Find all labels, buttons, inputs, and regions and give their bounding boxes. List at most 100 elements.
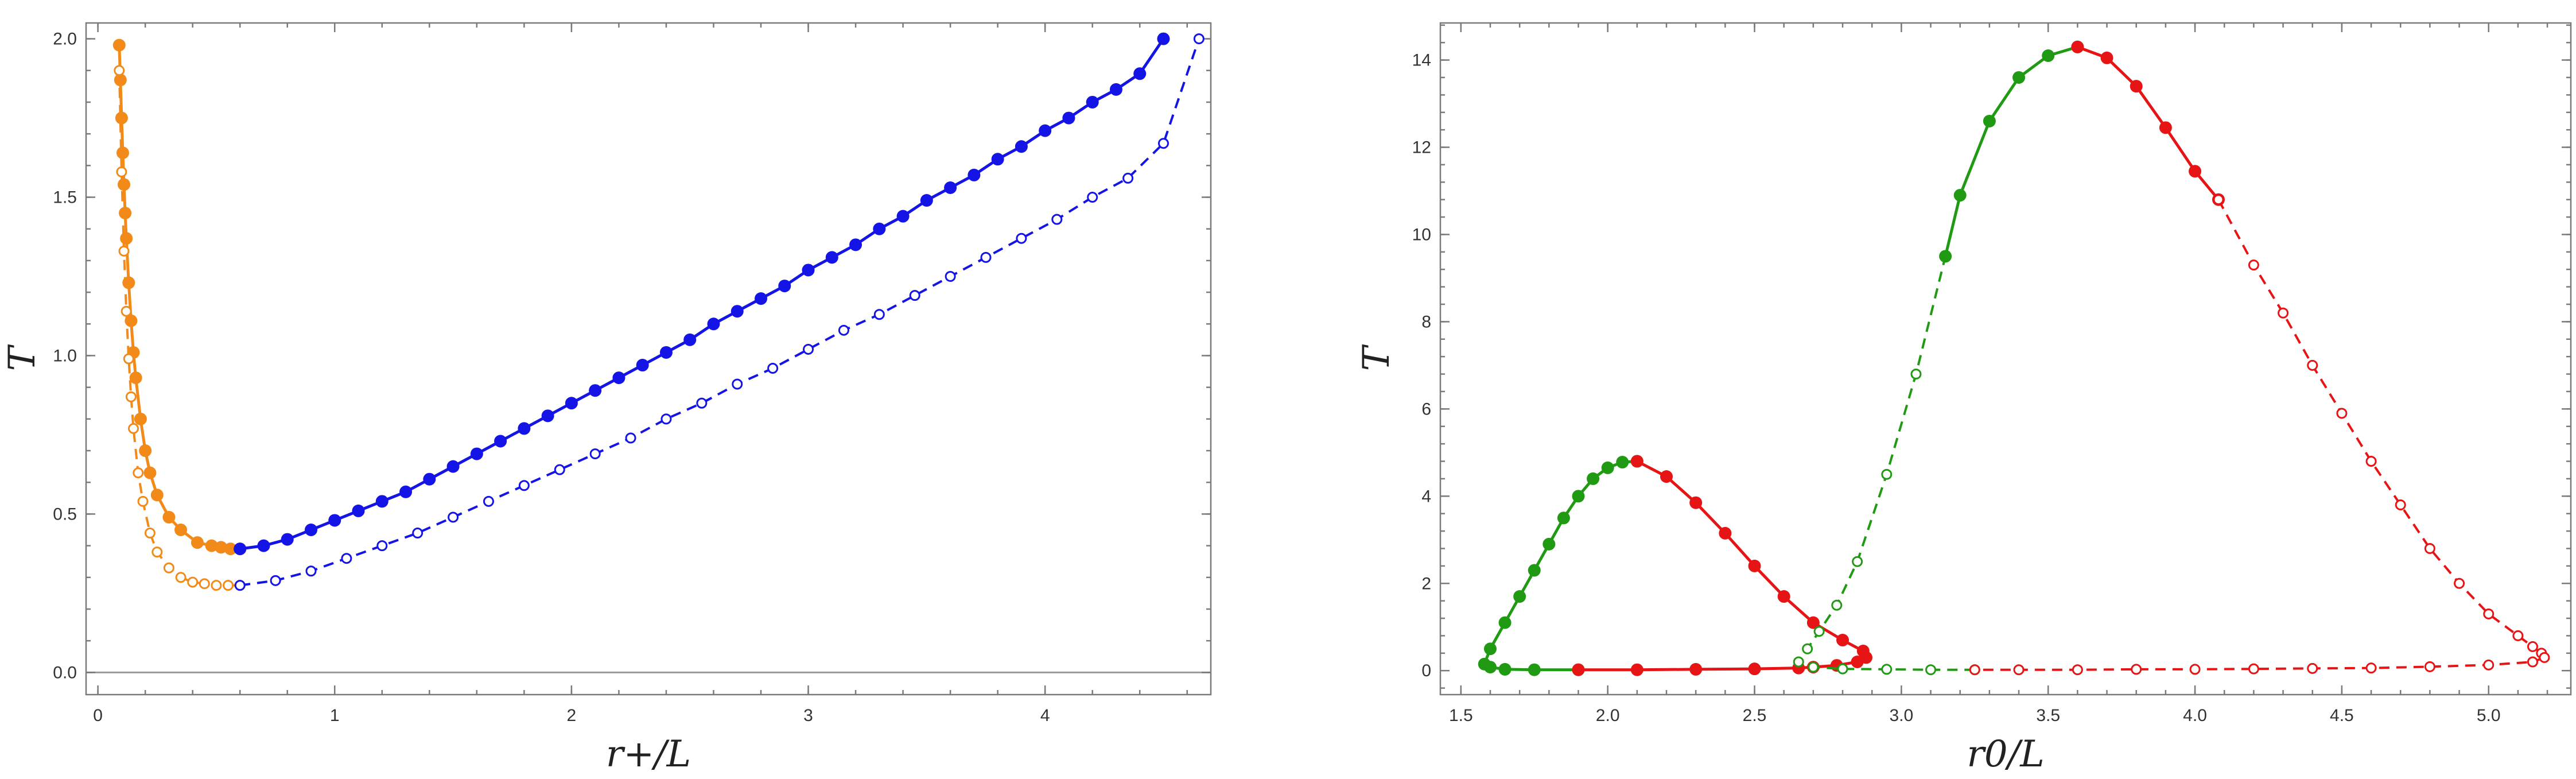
right-series-0-point [1572,490,1585,503]
right-y-tick-label: 10 [1412,225,1431,244]
left-series-3-point [625,432,636,444]
right-series-2-point [1881,468,1893,480]
right-y-tick-label: 4 [1421,487,1431,506]
right-x-tick-label: 3.0 [1889,706,1913,725]
right-series-5-point [2527,656,2538,668]
left-series-3-point [945,271,956,282]
left-series-2-point [873,222,886,235]
right-series-0-point [1498,662,1512,676]
right-series-0-point [1587,472,1600,485]
right-series-3-point [1939,250,1952,263]
left-series-3-point [696,397,708,409]
left-series-1-point [128,423,139,434]
right-series-4-point [2100,51,2113,64]
left-series-2-point [825,251,838,264]
right-series-5-point [2131,664,2142,675]
right-x-tick-label: 5.0 [2477,706,2501,725]
left-y-axis-label: T [1,344,44,371]
right-series-0-point [1478,657,1491,671]
left-series-2-point [1062,111,1075,125]
left-series-0-point [215,541,228,554]
right-series-2-point [1837,663,1848,675]
left-series-1-point [121,305,132,317]
left-series-3-point [1122,172,1134,184]
right-series-0-point [1543,537,1556,551]
left-series-3-point [1087,192,1098,203]
left-series-0-point [118,178,131,191]
left-series-3-point [554,464,565,475]
right-series-2-point [1802,643,1813,654]
left-series-3-point [1051,214,1063,225]
left-series-2-point [518,422,531,435]
left-series-2-point [920,194,933,207]
right-series-0-point [1557,511,1570,525]
left-series-0-point [119,207,132,220]
right-chart-panel: 1.5 2.0 2.5 3.0 3.5 4.0 4.5 5.0 0 2 4 6 8 10 12 14 r0/L T [1343,0,2576,779]
left-series-3-point [1157,138,1169,149]
left-x-tick-label: 1 [330,706,340,725]
left-series-1-point [175,572,187,583]
left-x-tick-label: 0 [93,706,103,725]
left-series-0-point [143,466,157,479]
right-series-1-point [1748,559,1761,572]
left-series-1-point [137,495,149,507]
right-series-5-point [2072,664,2083,676]
left-series-0-point [174,524,188,537]
left-series-0-point [129,371,142,385]
right-series-2-line [1797,255,1975,671]
right-series-5-point [1969,664,1980,676]
left-series-1-point [133,467,144,479]
right-series-5-point [2307,662,2318,674]
left-series-3-point [803,343,814,355]
left-series-2-point [589,384,602,397]
right-series-5-point [2395,499,2406,511]
left-y-tick-label: 0.5 [53,505,77,524]
left-series-1-point [125,391,137,402]
right-series-5-point [2483,608,2495,619]
right-x-axis-label: r0/L [1967,733,2044,776]
left-series-3-point [234,580,246,591]
right-y-tick-label: 0 [1421,661,1431,680]
left-series-3-point [873,309,885,320]
right-series-3-point [2012,71,2026,84]
left-series-0-point [115,111,128,125]
left-series-2-point [636,359,649,372]
left-series-0-point [139,444,152,458]
left-series-2-point [991,153,1004,166]
left-series-3-point [305,565,317,577]
right-series-1-point [1630,455,1643,468]
right-chart: 1.5 2.0 2.5 3.0 3.5 4.0 4.5 5.0 0 2 4 6 8 10 12 14 r0/L T [1355,22,2572,776]
right-series-4-point [2159,121,2172,134]
left-series-3-point [483,495,494,507]
left-x-axis-label: r+/L [606,733,691,776]
right-series-3-point [1953,189,1967,202]
right-x-tick-label: 2.0 [1596,706,1620,725]
left-series-3-point [660,413,672,425]
left-series-1-point [151,547,163,558]
right-series-2-point [1808,661,1819,673]
left-series-2-point [470,447,483,460]
left-series-2-point [1015,140,1028,153]
left-series-2-point [707,317,720,331]
right-series-1-point [1719,526,1732,540]
right-y-tick-label: 8 [1421,312,1431,331]
right-series-5-point [2336,408,2348,419]
left-series-2-point [612,371,625,385]
left-series-2-point [1109,83,1122,96]
left-series-3-line [239,38,1200,587]
right-series-4-point [2189,165,2202,178]
left-series-2-point [731,305,744,318]
left-series-1-point [144,528,156,539]
right-series-1-point [1689,496,1703,509]
right-series-0-point [1498,616,1512,629]
left-series-1-point [123,353,134,365]
left-series-2-point [352,504,365,517]
right-series-5-point [2527,641,2538,652]
right-series-5-point [2483,659,2495,671]
right-y-tick-label: 2 [1421,574,1431,593]
right-series-3-point [1983,114,1996,127]
right-series-0-point [1483,642,1497,656]
left-series-1-point [163,562,174,573]
left-series-2-point [849,238,862,251]
left-series-2-point [446,460,460,473]
